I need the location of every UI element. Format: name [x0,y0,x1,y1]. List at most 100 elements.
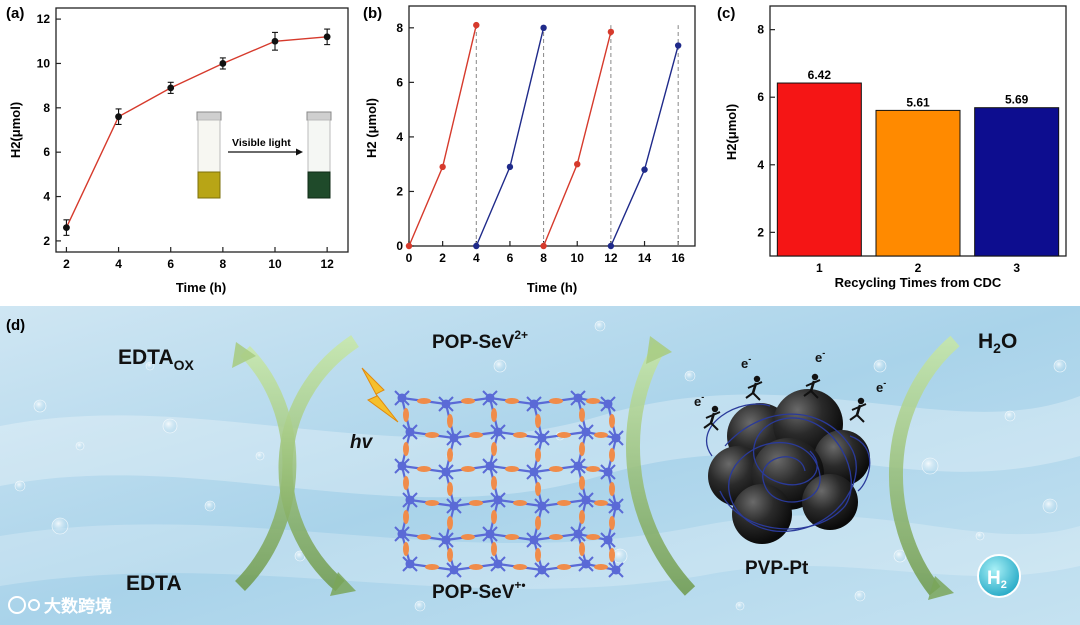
panel-label-d: (d) [6,317,25,334]
viologen-unit [461,466,475,472]
electron-runners: e-e-e-e- [694,348,886,431]
viologen-unit [609,414,615,428]
label-hv: hv [350,432,374,453]
bubble [14,480,26,492]
bubble [1053,359,1067,373]
runner-arm [712,411,721,416]
bubble [735,601,745,611]
x-tick-label: 8 [540,251,547,265]
network-arm [600,396,616,412]
viologen-unit [535,414,541,428]
cycle-arc-right [889,335,960,596]
viologen-unit [417,534,431,540]
chart-c: (c) 2 4 6 8 1 2 3 6.42 5.61 5.69 Recycling Times… [717,5,1067,290]
arrow-head [646,336,672,364]
network-arm [600,532,616,548]
data-point [674,42,682,49]
network-arm [600,464,616,480]
data-point [323,33,331,41]
network-arm [402,424,418,440]
network-arm [534,498,550,514]
electron-label: e- [876,378,886,395]
runner-leg [752,392,761,401]
viologen-unit [609,516,615,530]
runner-arm [805,382,814,387]
runner-head [711,405,719,413]
viologen-unit [535,482,541,496]
x-axis-label-b: Time (h) [527,280,577,295]
viologen-unit [609,482,615,496]
data-point [405,242,413,250]
network-arm [578,492,594,508]
bubble [594,320,606,332]
viologen-unit [447,516,453,530]
viologen-unit [549,398,563,404]
panel-d-illustration: (d) EDTAOX EDTA POP-SeV2+ POP-SeV+• hv P… [0,306,1080,625]
network-arm [570,458,586,474]
arrow-head [928,576,954,600]
arrow-head [330,572,356,596]
x-tick-label: 3 [1013,261,1020,275]
viologen-unit [425,500,439,506]
bar-value-label: 5.61 [906,95,930,109]
electron-label: e- [694,392,704,409]
network-arm [438,396,454,412]
data-point [439,163,446,171]
cycle-arc-left-left [235,346,297,591]
viologen-unit [557,564,571,570]
viologen-unit [579,408,585,422]
viologen-unit [513,500,527,506]
cycle-arc-mid [626,342,696,596]
x-tick-label: 2 [915,261,922,275]
network-arm [608,498,624,514]
network-arm [402,556,418,572]
network-arm [482,390,498,406]
bubble [75,441,85,451]
lightning-icon [361,367,399,423]
y-tick-label: 2 [43,234,50,248]
inset-arrow-head [296,148,303,156]
network-arm [534,562,550,578]
series-line [65,36,328,228]
network-arm [482,458,498,474]
network-arm [608,562,624,578]
x-axis-label-a: Time (h) [176,280,226,295]
runner-head [753,375,761,383]
viologen-unit [594,500,608,506]
viologen-unit [403,442,409,456]
network-arm [446,430,462,446]
x-tick-label: 6 [507,251,514,265]
viologen-unit [505,466,519,472]
x-tick-label: 1 [816,261,823,275]
y-tick-label: 8 [757,23,764,37]
bubble [414,600,426,612]
network-arm [394,458,410,474]
electron-label: e- [815,348,825,365]
viologen-unit [461,398,475,404]
series-line [475,27,545,247]
runner-arm [851,406,860,411]
network-arm [394,526,410,542]
x-tick-label: 8 [220,257,227,271]
y-tick-label: 4 [43,190,50,204]
runner-leg [745,392,754,399]
data-point [574,160,581,168]
bar [974,107,1060,257]
plot-frame-b [408,5,696,247]
network-arm [570,390,586,406]
runner-leg [703,422,712,429]
viologen-unit [491,510,497,524]
network-arm [578,556,594,572]
runner-arm [812,379,821,384]
bubbles [14,320,1067,612]
h2-badge: H2 [977,554,1021,598]
data-point [473,21,480,29]
viologen-unit [403,408,409,422]
runner-leg [856,414,865,423]
viologen-unit [491,442,497,456]
bubble [204,500,216,512]
bubble [145,361,155,371]
x-tick-label: 0 [406,251,413,265]
electron-label: e- [741,354,751,371]
network-arm [526,464,542,480]
